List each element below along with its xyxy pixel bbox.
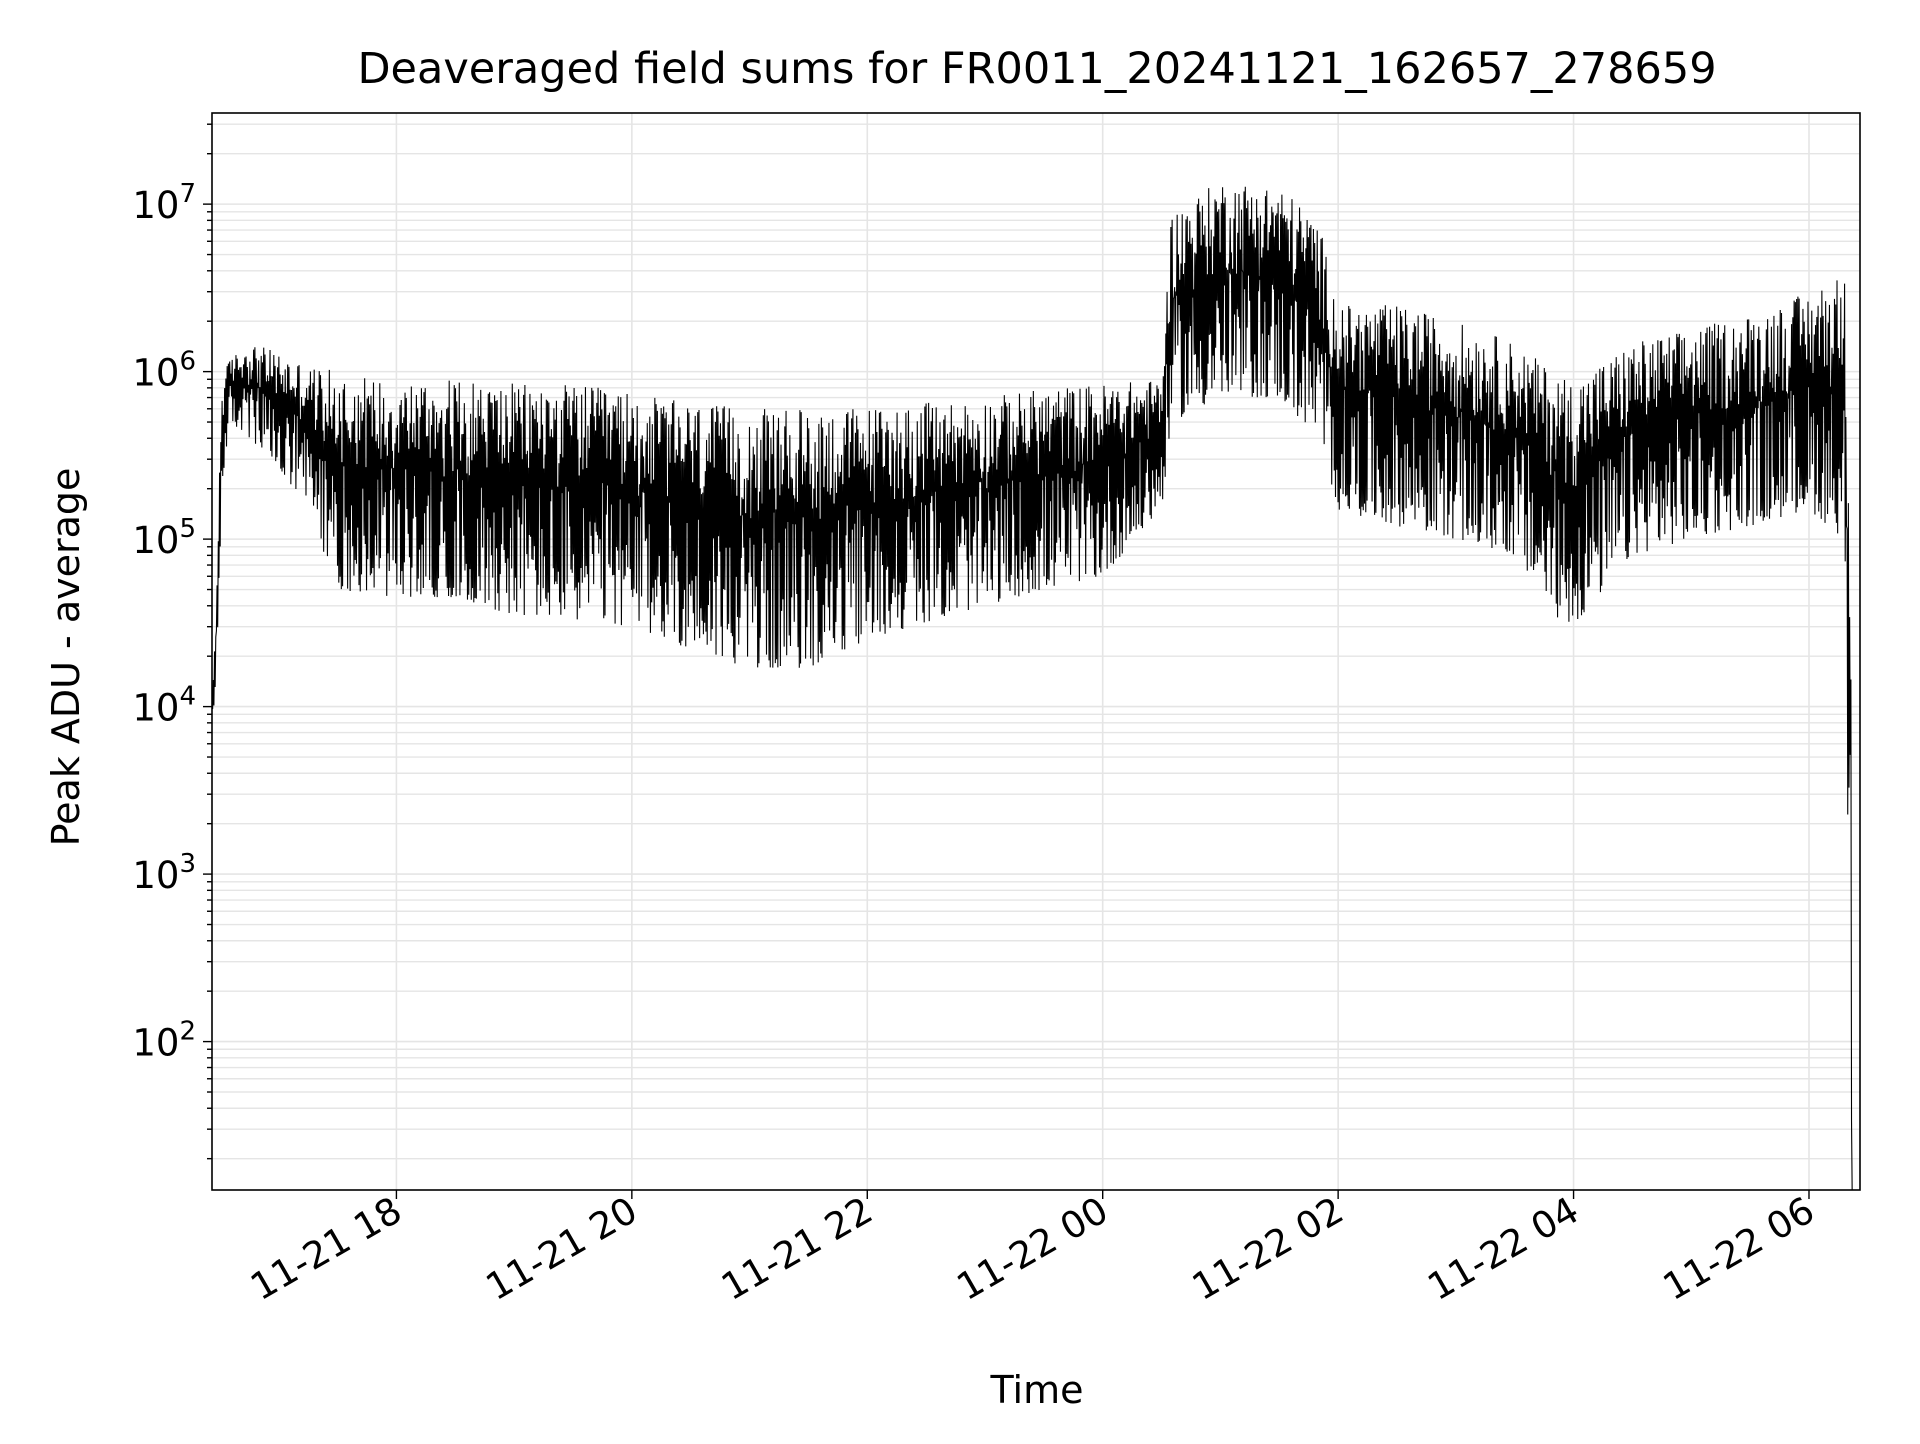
x-tick-label: 11-22 02 [1185, 1189, 1351, 1309]
x-tick-label: 11-21 20 [479, 1189, 645, 1309]
x-axis-label: Time [990, 1368, 1084, 1412]
y-tick-label: 102 [132, 1017, 196, 1065]
x-tick-label: 11-22 04 [1420, 1189, 1586, 1309]
plot-frame [211, 112, 1861, 1191]
y-tick-label: 106 [132, 347, 196, 395]
chart-title: Deaveraged field sums for FR0011_2024112… [357, 44, 1716, 94]
series-line [211, 186, 1853, 1191]
grid [212, 113, 1860, 1190]
x-tick-label: 11-22 06 [1656, 1189, 1822, 1309]
y-tick-label: 107 [132, 179, 196, 227]
y-tick-label: 103 [132, 849, 196, 897]
axis-ticks: 102 103 104 105 106 107 11-21 18 11-21 20 11-21 … [132, 123, 1822, 1309]
y-axis-label: Peak ADU - average [44, 468, 88, 847]
y-tick-label: 105 [132, 514, 196, 562]
x-tick-label: 11-21 18 [243, 1189, 409, 1309]
series-path [211, 186, 1853, 1191]
x-tick-label: 11-21 22 [714, 1189, 880, 1309]
y-tick-label: 104 [132, 682, 196, 730]
x-tick-label: 11-22 00 [950, 1189, 1116, 1309]
